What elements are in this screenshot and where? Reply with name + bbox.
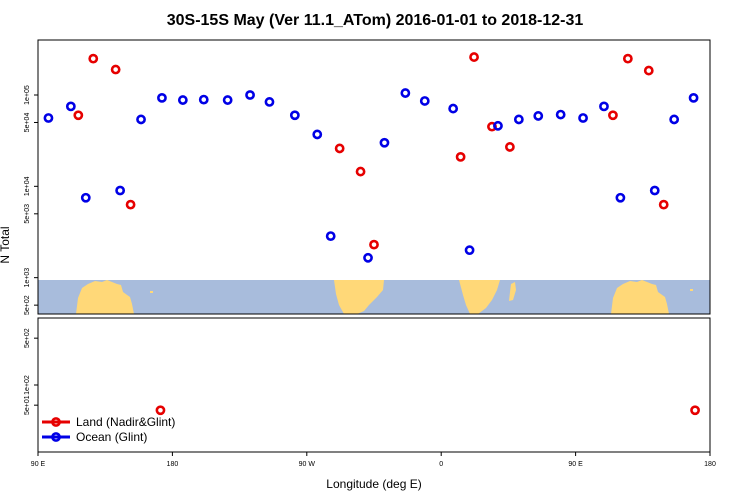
world-map-strip (38, 280, 710, 314)
y-tick-label: 5e+01 (24, 395, 31, 415)
land-point (455, 151, 466, 162)
land-africa (459, 280, 500, 314)
y-tick-label: 1e+02 (24, 375, 31, 395)
ocean-point (198, 94, 209, 105)
ocean-point (43, 113, 54, 123)
land-point (334, 143, 345, 154)
y-tick-label: 1e+05 (24, 85, 31, 105)
legend-label-ocean: Ocean (Glint) (76, 430, 147, 444)
ocean-point (80, 192, 91, 203)
y-tick-label: 1e+04 (24, 176, 31, 196)
y-axis-label: N Total (0, 226, 12, 263)
ocean-point (379, 137, 390, 148)
ocean-point (65, 101, 76, 112)
land-point (469, 52, 479, 62)
ocean-point (615, 192, 626, 203)
ocean-point (513, 114, 524, 125)
x-axis-label: Longitude (deg E) (326, 477, 421, 491)
ocean-point (312, 129, 323, 140)
land-australia-repeat (611, 280, 669, 314)
ocean-point (649, 185, 660, 196)
ocean-point (264, 97, 275, 107)
ocean-point (464, 245, 475, 256)
land-madagascar (509, 282, 516, 301)
ocean-point (157, 92, 167, 103)
ocean-point (115, 185, 126, 196)
y-tick-label: 5e+03 (24, 204, 31, 224)
land-point (608, 110, 618, 121)
ocean-point (448, 103, 459, 114)
ocean-point (177, 95, 188, 105)
ocean-point (325, 231, 336, 242)
ocean-point (578, 113, 588, 123)
land-point (658, 199, 669, 210)
upper-panel-frame (37, 39, 711, 315)
land-point (125, 199, 136, 210)
ocean-point (669, 114, 680, 125)
land-point (504, 142, 515, 152)
ocean-point (136, 114, 146, 125)
legend-label-land: Land (Nadir&Glint) (76, 415, 175, 429)
ocean-point (419, 96, 430, 106)
land-south-america (334, 280, 384, 314)
land-point (155, 405, 166, 416)
land-australia (76, 280, 134, 314)
legend-marker-ocean (51, 432, 61, 442)
ocean-point (400, 88, 411, 98)
y-tick-label: 1e+03 (24, 268, 31, 288)
ocean-point (555, 109, 566, 120)
x-tick-label: 180 (167, 461, 179, 468)
legend: Land (Nadir&Glint) Ocean (Glint) (42, 415, 175, 444)
ocean-point (222, 95, 233, 105)
y-tick-label: 5e+02 (24, 295, 31, 315)
land-point (690, 405, 700, 416)
ocean-point (688, 92, 699, 103)
x-axis: 90 E 180 90 W 0 90 E 180 (31, 452, 716, 468)
ocean-point (245, 90, 255, 100)
y-axis-upper: 5e+02 1e+03 5e+03 1e+04 5e+04 1e+05 (24, 85, 38, 315)
chart-title: 30S-15S May (Ver 11.1_ATom) 2016-01-01 t… (167, 12, 584, 29)
x-tick-label: 180 (704, 461, 716, 468)
land-point (369, 239, 379, 250)
y-tick-label: 5e+02 (24, 328, 31, 348)
land-point (88, 53, 99, 64)
ocean-point (289, 110, 300, 121)
land-island (690, 289, 693, 291)
x-tick-label: 90 E (31, 461, 46, 468)
ocean-point (533, 111, 544, 121)
x-tick-label: 0 (439, 461, 443, 468)
land-island (150, 291, 153, 293)
x-tick-label: 90 E (568, 461, 583, 468)
legend-marker-land (51, 417, 61, 427)
data-points (43, 52, 700, 416)
ocean-point (363, 252, 373, 263)
land-point (110, 64, 121, 75)
ocean-point (599, 101, 609, 112)
y-tick-label: 5e+04 (24, 113, 31, 133)
land-point (355, 166, 366, 177)
land-point (73, 110, 84, 121)
land-point (643, 65, 654, 76)
land-point (622, 53, 633, 64)
ocean-point (493, 120, 503, 131)
x-tick-label: 90 W (299, 461, 316, 468)
